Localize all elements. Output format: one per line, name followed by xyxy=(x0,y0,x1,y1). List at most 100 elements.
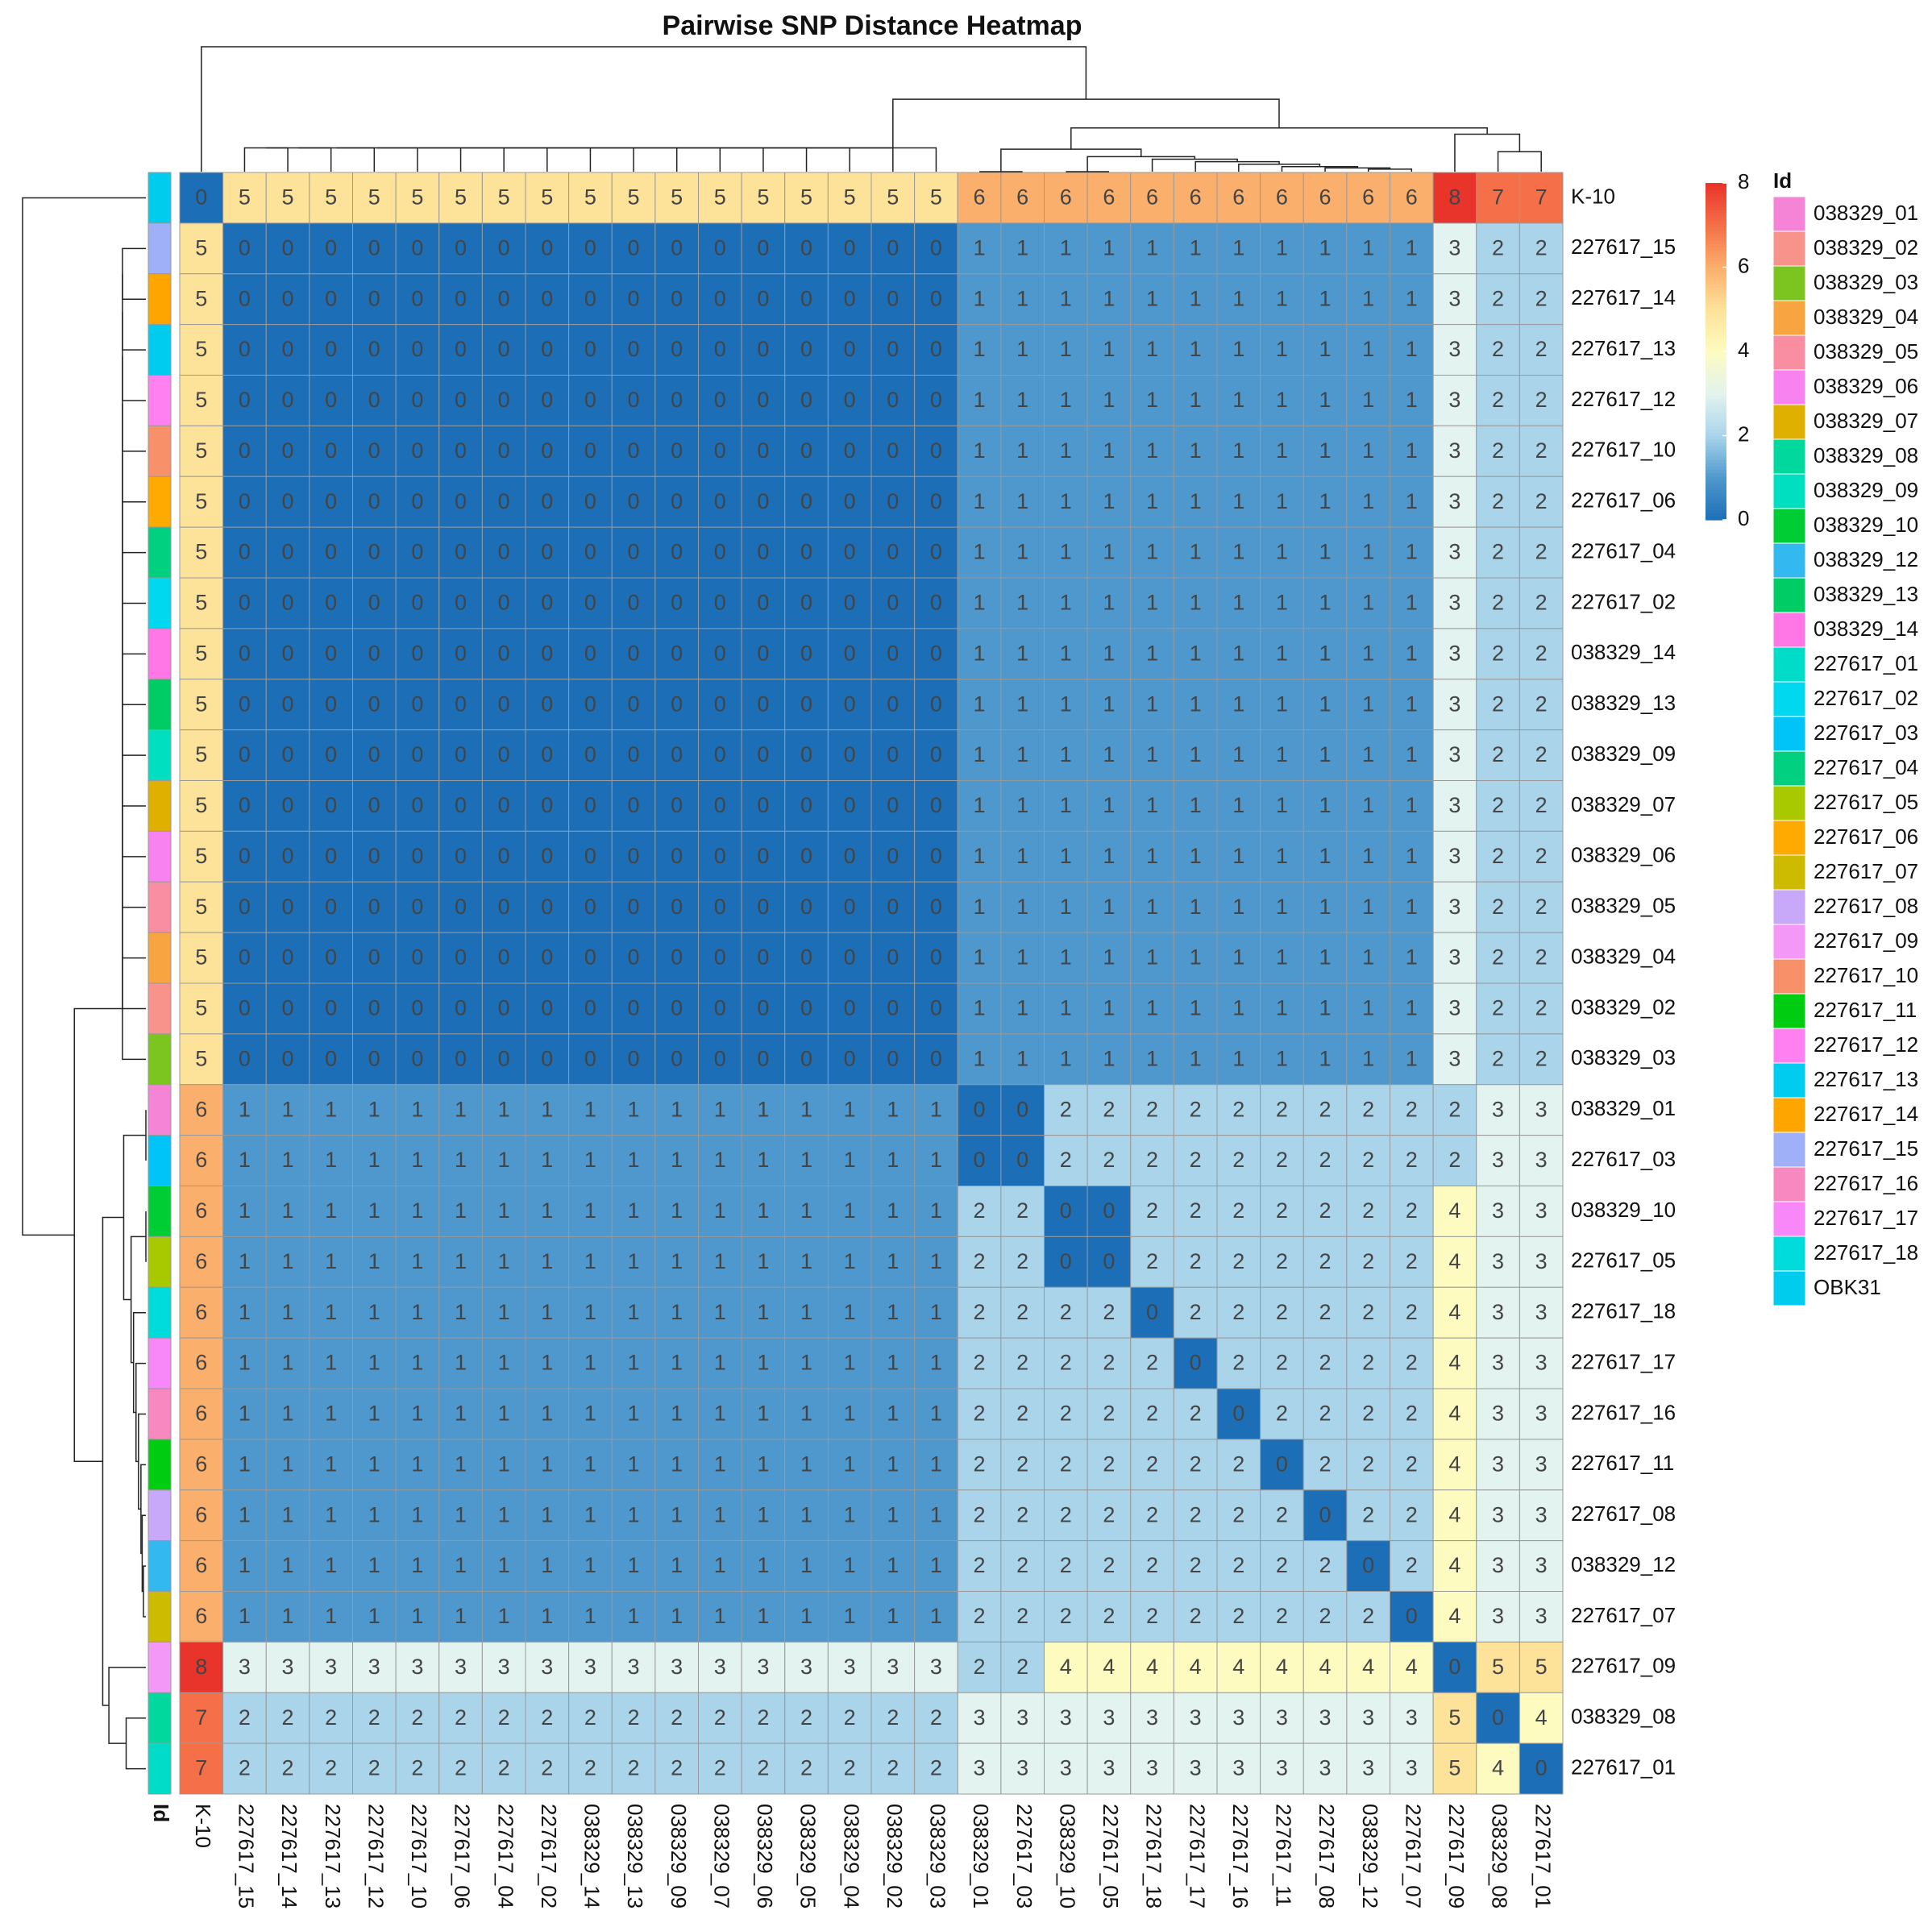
cell-label: 2 xyxy=(541,1756,553,1780)
cell-label: 0 xyxy=(671,692,683,716)
heatmap-cell xyxy=(1086,1388,1132,1440)
heatmap-cell xyxy=(1303,425,1348,477)
cell-label: 0 xyxy=(411,235,423,260)
cell-label: 0 xyxy=(671,641,683,665)
heatmap-cell xyxy=(1086,324,1132,376)
heatmap-cell xyxy=(438,1591,483,1643)
legend-label: 038329_13 xyxy=(1814,582,1918,606)
cell-label: 5 xyxy=(195,337,207,361)
heatmap-cell xyxy=(395,982,440,1035)
cell-label: 1 xyxy=(887,1351,899,1375)
colorbar-slice xyxy=(1706,203,1726,207)
heatmap-cell xyxy=(827,1439,872,1491)
heatmap-cell xyxy=(1173,1236,1218,1288)
cell-label: 0 xyxy=(541,337,553,361)
heatmap-cell xyxy=(179,526,224,579)
heatmap-cell xyxy=(179,780,224,832)
heatmap-cell xyxy=(568,577,613,629)
heatmap-cell xyxy=(957,932,1002,984)
column-label: 227617_09 xyxy=(1444,1804,1469,1908)
cell-label: 0 xyxy=(239,844,251,868)
heatmap-cell xyxy=(1216,526,1261,579)
heatmap-cell xyxy=(827,830,872,883)
cell-label: 0 xyxy=(1016,1097,1028,1121)
cell-label: 1 xyxy=(1060,235,1072,260)
heatmap-cell xyxy=(352,222,397,275)
cell-label: 1 xyxy=(671,1502,683,1526)
heatmap-cell xyxy=(1216,577,1261,629)
cell-label: 2 xyxy=(1232,1249,1244,1273)
heatmap-cell xyxy=(1044,273,1088,326)
colorbar-slice xyxy=(1706,469,1726,474)
cell-label: 1 xyxy=(1103,438,1115,463)
cell-label: 1 xyxy=(974,742,986,766)
colorbar-slice xyxy=(1706,307,1726,312)
cell-label: 0 xyxy=(1146,1300,1158,1324)
cell-label: 1 xyxy=(1232,1046,1244,1070)
cell-label: 0 xyxy=(1406,1604,1418,1628)
legend-swatch xyxy=(1772,993,1806,1029)
heatmap-cell xyxy=(1476,1489,1520,1542)
colorbar-slice xyxy=(1706,290,1726,295)
heatmap-cell xyxy=(352,1742,397,1795)
heatmap-cell xyxy=(1000,273,1045,326)
cell-label: 1 xyxy=(930,1097,942,1121)
cell-label: 1 xyxy=(325,1148,337,1172)
cell-label: 1 xyxy=(1232,286,1244,310)
cell-label: 2 xyxy=(1146,1249,1158,1273)
heatmap-cell xyxy=(179,1641,224,1693)
colorbar-slice xyxy=(1706,466,1726,470)
legend-label: 227617_14 xyxy=(1814,1102,1918,1126)
cell-label: 0 xyxy=(887,692,899,716)
heatmap-cell xyxy=(1000,932,1045,984)
cell-label: 3 xyxy=(1406,1705,1418,1730)
heatmap-cell xyxy=(1519,628,1564,680)
heatmap-cell xyxy=(1173,628,1218,680)
cell-label: 0 xyxy=(671,438,683,463)
cell-label: 1 xyxy=(671,1351,683,1375)
dendrogram-link xyxy=(336,147,418,172)
cell-label: 2 xyxy=(1492,844,1504,868)
heatmap-cell xyxy=(1476,273,1520,326)
cell-label: 0 xyxy=(239,337,251,361)
cell-label: 1 xyxy=(411,1097,423,1121)
heatmap-cell xyxy=(1173,1186,1218,1237)
cell-label: 0 xyxy=(1448,1655,1460,1679)
heatmap-cell xyxy=(1476,1236,1520,1288)
column-label: 038329_14 xyxy=(580,1804,605,1908)
heatmap-cell xyxy=(741,881,786,933)
heatmap-cell xyxy=(438,1186,483,1237)
colorbar-slice xyxy=(1706,422,1726,426)
cell-label: 4 xyxy=(1448,1452,1460,1476)
cell-label: 1 xyxy=(1232,793,1244,817)
cell-label: 0 xyxy=(455,337,467,361)
heatmap-cell xyxy=(870,1135,916,1186)
heatmap-cell xyxy=(654,1135,699,1186)
heatmap-cell xyxy=(1432,932,1477,984)
heatmap-cell xyxy=(698,1439,742,1491)
heatmap-cell xyxy=(1519,324,1564,376)
cell-label: 1 xyxy=(800,1249,812,1273)
cell-label: 1 xyxy=(1103,641,1115,665)
row-annotation xyxy=(147,425,172,477)
heatmap-cell xyxy=(1000,1591,1045,1643)
cell-label: 0 xyxy=(498,337,510,361)
heatmap-cell xyxy=(870,172,916,224)
cell-label: 2 xyxy=(1103,1097,1115,1121)
cell-label: 2 xyxy=(974,1249,986,1273)
colorbar-slice xyxy=(1706,462,1726,467)
cell-label: 0 xyxy=(239,388,251,412)
heatmap-cell xyxy=(1346,1641,1390,1693)
cell-label: 0 xyxy=(411,641,423,665)
heatmap-cell xyxy=(1173,222,1218,275)
heatmap-cell xyxy=(698,1489,742,1542)
cell-label: 2 xyxy=(974,1452,986,1476)
cell-label: 1 xyxy=(455,1300,467,1324)
cell-label: 5 xyxy=(671,185,683,210)
heatmap-cell xyxy=(309,222,353,275)
dendrogram-link xyxy=(376,147,462,172)
column-label: 227617_05 xyxy=(1099,1804,1123,1908)
cell-label: 1 xyxy=(628,1402,640,1426)
cell-label: 1 xyxy=(1146,895,1158,919)
cell-label: 1 xyxy=(1103,489,1115,513)
